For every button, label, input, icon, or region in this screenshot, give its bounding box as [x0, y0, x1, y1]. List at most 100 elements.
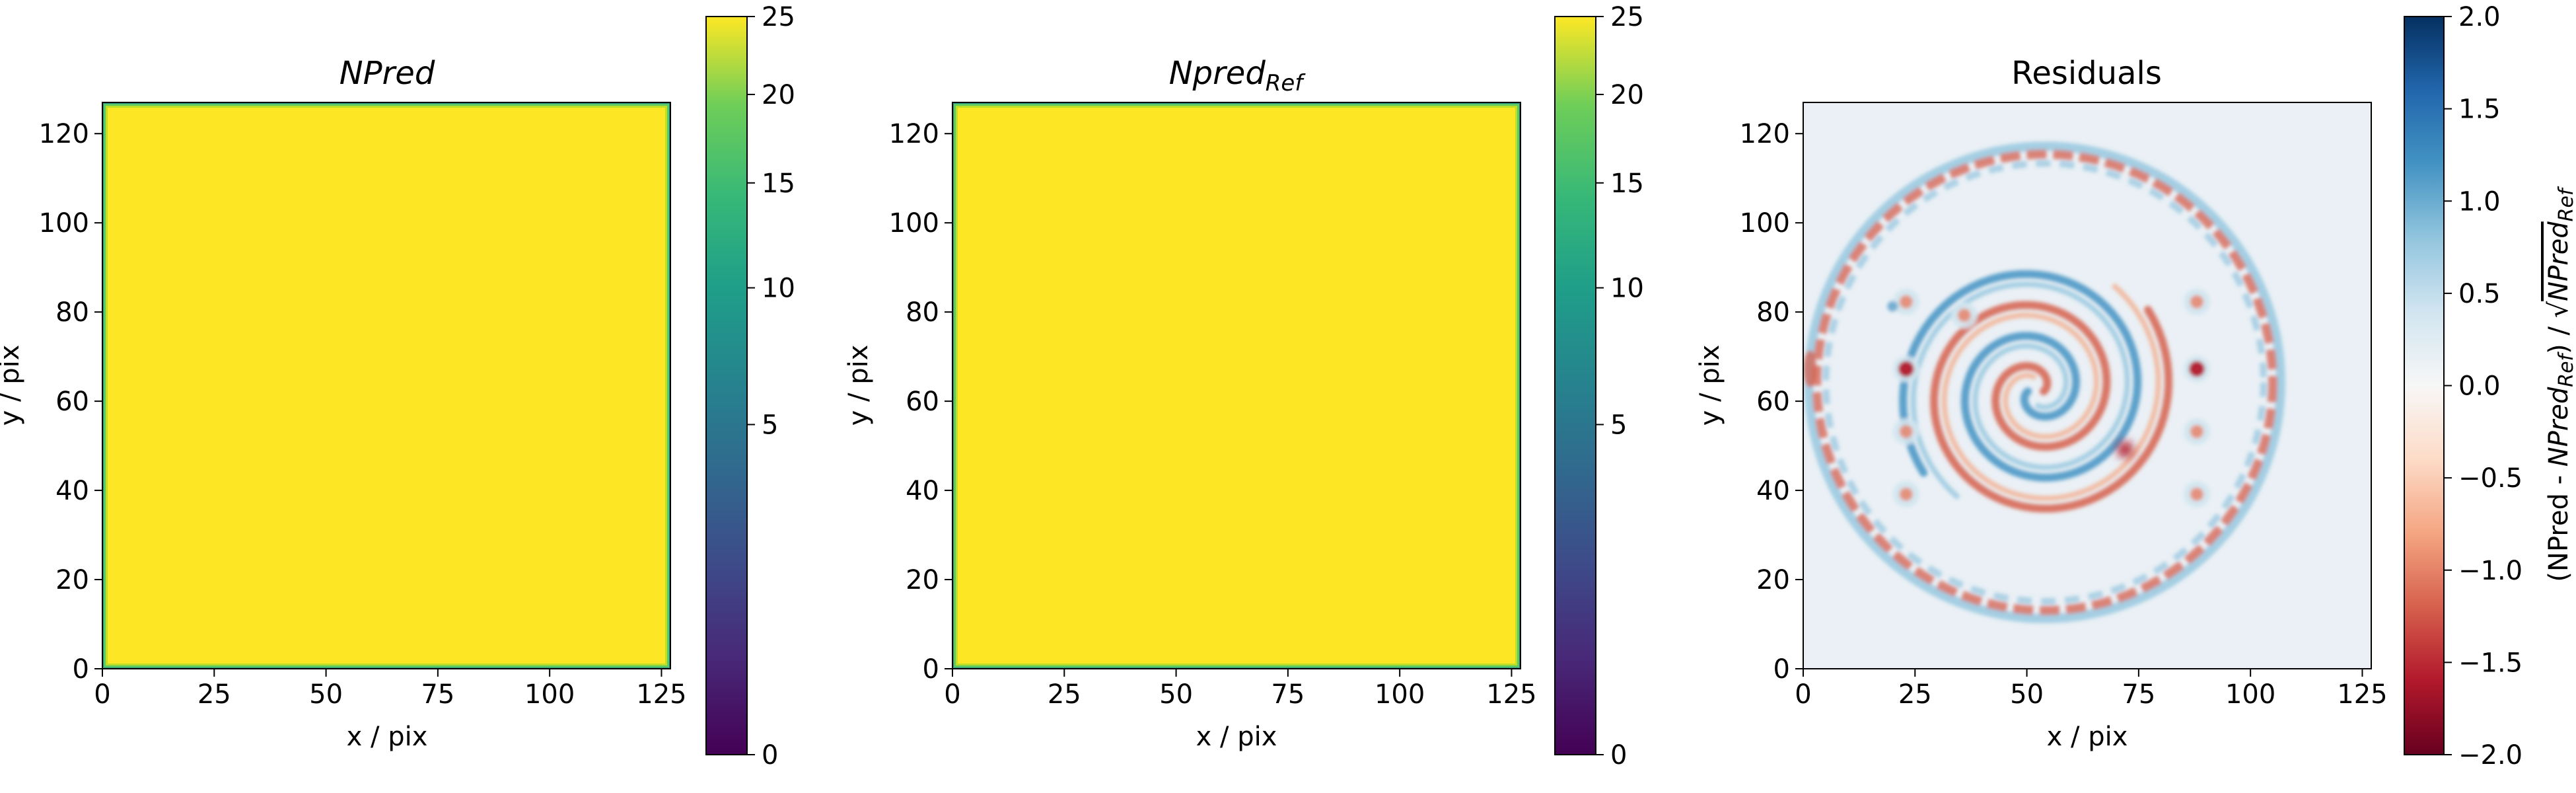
x-tick-label: 100	[524, 679, 575, 710]
npred-colorbar-ticks: 0 5 10 15 20 25	[747, 2, 795, 771]
x-tick-label: 125	[2337, 679, 2387, 710]
residuals-title: Residuals	[2011, 55, 2162, 92]
x-tick-label: 0	[94, 679, 110, 710]
npred-ref-ticks: 0 25 50 75 100 125 0 20 40 60 80 100 120	[889, 119, 1537, 710]
point-source	[2190, 425, 2203, 439]
npred-xlabel: x / pix	[347, 722, 428, 752]
npred-image	[102, 102, 670, 669]
y-tick-label: 100	[1740, 208, 1790, 239]
spiral-arm-red	[1930, 301, 2173, 513]
point-source	[1898, 361, 1914, 377]
x-tick-label: 75	[1271, 679, 1305, 710]
x-tick-label: 100	[2225, 679, 2275, 710]
point-source	[2188, 361, 2205, 377]
x-tick-label: 75	[2122, 679, 2155, 710]
colorbar-tick-label: 1.5	[2458, 94, 2501, 125]
npred-ylabel: y / pix	[0, 345, 25, 426]
npred-ref-ylabel: y / pix	[843, 345, 874, 426]
y-tick-label: 40	[1756, 476, 1790, 506]
npred-ref-colorbar-ticks: 0 5 10 15 20 25	[1596, 2, 1644, 771]
y-tick-label: 0	[1773, 654, 1790, 685]
residuals-xlabel: x / pix	[2047, 722, 2128, 752]
colorbar-tick-label: 0	[1610, 740, 1627, 771]
colorbar-tick-label: 0.0	[2458, 371, 2501, 402]
point-source	[1899, 487, 1913, 501]
npred-ref-colorbar: 0 5 10 15 20 25	[1554, 2, 1644, 771]
x-tick-label: 100	[1375, 679, 1425, 710]
y-tick-label: 60	[55, 387, 89, 417]
y-tick-label: 100	[39, 208, 89, 239]
spiral-tail-red	[2116, 441, 2134, 459]
x-tick-label: 25	[197, 679, 231, 710]
npred-ref-axes-frame	[952, 102, 1521, 669]
colorbar-tick-label: 25	[762, 2, 795, 32]
y-tick-label: 60	[1756, 387, 1790, 417]
residuals-colorbar: −2.0 −1.5 −1.0 −0.5 0.0 0.5 1.0 1.5 2.0	[2404, 2, 2522, 771]
point-source	[1957, 309, 1971, 322]
npred-ref-image	[952, 102, 1521, 669]
npred-ref-title-main: Npred	[1169, 55, 1266, 92]
colorbar-tick-label: 2.0	[2458, 2, 2501, 32]
colorbar-tick-label: 15	[1610, 169, 1644, 199]
colorbar-tick-label: 10	[1610, 274, 1644, 304]
y-tick-label: 120	[39, 119, 89, 149]
npred-ref-title-sub: Ref	[1266, 70, 1306, 96]
y-tick-label: 40	[55, 476, 89, 506]
x-tick-label: 75	[421, 679, 454, 710]
ring-red	[1812, 149, 2278, 615]
residuals-image	[1803, 102, 2371, 669]
y-tick-label: 120	[889, 119, 939, 149]
colorbar-tick-label: −1.0	[2458, 556, 2522, 586]
x-tick-label: 50	[2010, 679, 2044, 710]
residuals-colorbar-label: (NPred - NPredRef) / √NPredRef	[2544, 186, 2576, 582]
colorbar-tick-label: −2.0	[2458, 740, 2522, 771]
x-tick-label: 50	[309, 679, 343, 710]
x-tick-label: 125	[636, 679, 686, 710]
edge-red-feature	[1803, 350, 1817, 388]
y-tick-label: 80	[55, 297, 89, 328]
x-tick-label: 25	[1898, 679, 1932, 710]
colorbar-tick-label: 20	[762, 80, 795, 110]
residuals-panel: Residuals 0 25 50 75 100 125 0 20 40 60 80 100 120 x…	[1695, 2, 2576, 771]
point-source	[2190, 487, 2203, 501]
colorbar-tick-label: 5	[762, 410, 778, 440]
npred-axes-frame	[102, 102, 671, 669]
npred-title: NPred	[340, 55, 435, 92]
y-tick-label: 40	[906, 476, 939, 506]
x-tick-label: 50	[1159, 679, 1193, 710]
y-tick-label: 0	[73, 654, 89, 685]
npred-ref-title: NpredRef	[1169, 55, 1306, 96]
y-tick-label: 80	[906, 297, 939, 328]
colorbar-tick-label: 0	[762, 740, 778, 771]
colorbar-tick-label: −0.5	[2458, 463, 2522, 494]
residuals-colorbar-ticks: −2.0 −1.5 −1.0 −0.5 0.0 0.5 1.0 1.5 2.0	[2444, 2, 2522, 771]
spiral-arm-light-red	[1941, 283, 2161, 502]
x-tick-label: 125	[1486, 679, 1536, 710]
colorbar-tick-label: 10	[762, 274, 795, 304]
y-tick-label: 0	[923, 654, 939, 685]
colorbar-tick-label: 20	[1610, 80, 1644, 110]
point-source	[1899, 425, 1913, 439]
colorbar-tick-label: 0.5	[2458, 279, 2501, 309]
x-tick-label: 0	[944, 679, 960, 710]
x-tick-label: 0	[1795, 679, 1811, 710]
npred-ref-xlabel: x / pix	[1196, 722, 1277, 752]
colorbar-tick-label: 25	[1610, 2, 1644, 32]
y-tick-label: 80	[1756, 297, 1790, 328]
point-source	[1899, 295, 1913, 309]
x-tick-label: 25	[1048, 679, 1081, 710]
spiral-arm-light-blue	[1910, 282, 2130, 500]
y-tick-label: 20	[906, 565, 939, 595]
y-tick-label: 120	[1740, 119, 1790, 149]
point-source-blue	[1887, 301, 1898, 312]
npred-ticks: 0 25 50 75 100 125 0 20 40 60 80 100 120	[39, 119, 687, 710]
spiral-arm-blue	[1899, 270, 2142, 482]
residuals-ticks: 0 25 50 75 100 125 0 20 40 60 80 100 120	[1740, 119, 2388, 710]
residuals-axes-frame	[1803, 102, 2372, 669]
colorbar-tick-label: 1.0	[2458, 186, 2501, 217]
y-tick-label: 20	[55, 565, 89, 595]
y-tick-label: 20	[1756, 565, 1790, 595]
